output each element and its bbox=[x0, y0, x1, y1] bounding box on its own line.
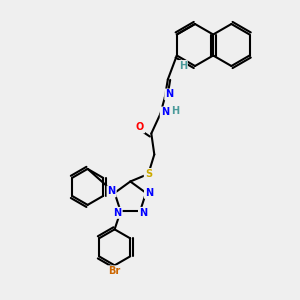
Text: N: N bbox=[139, 208, 147, 218]
Text: H: H bbox=[171, 106, 179, 116]
Text: N: N bbox=[165, 89, 173, 100]
Text: N: N bbox=[145, 188, 153, 198]
Text: O: O bbox=[136, 122, 144, 133]
Text: S: S bbox=[145, 169, 152, 179]
Text: N: N bbox=[108, 186, 116, 197]
Text: N: N bbox=[114, 208, 122, 218]
Text: N: N bbox=[161, 107, 169, 118]
Text: H: H bbox=[179, 61, 187, 71]
Text: Br: Br bbox=[109, 266, 121, 276]
